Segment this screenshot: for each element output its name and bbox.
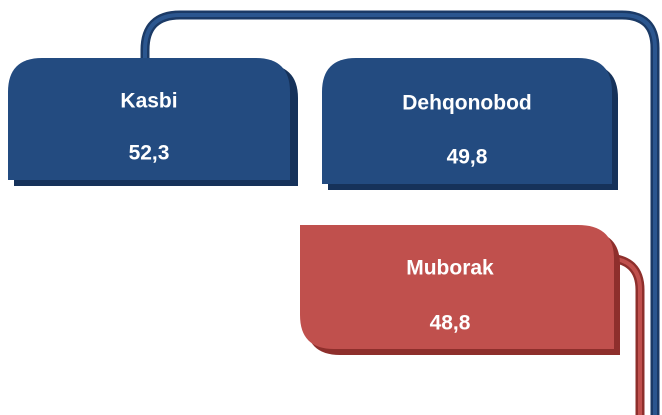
node-label: Muborak [406,257,494,280]
node: Kasbi 52,3 [8,58,298,186]
connector-highlight [143,13,657,415]
node-box [300,225,614,349]
node-label: Dehqonobod [402,92,531,115]
node-label: Kasbi [120,90,177,113]
node-value: 48,8 [430,312,471,335]
node-box [8,58,290,180]
node-value: 52,3 [129,142,170,165]
node: Dehqonobod 49,8 [322,58,618,190]
node-value: 49,8 [447,146,488,169]
node-box [322,58,612,184]
node: Muborak 48,8 [300,225,620,355]
